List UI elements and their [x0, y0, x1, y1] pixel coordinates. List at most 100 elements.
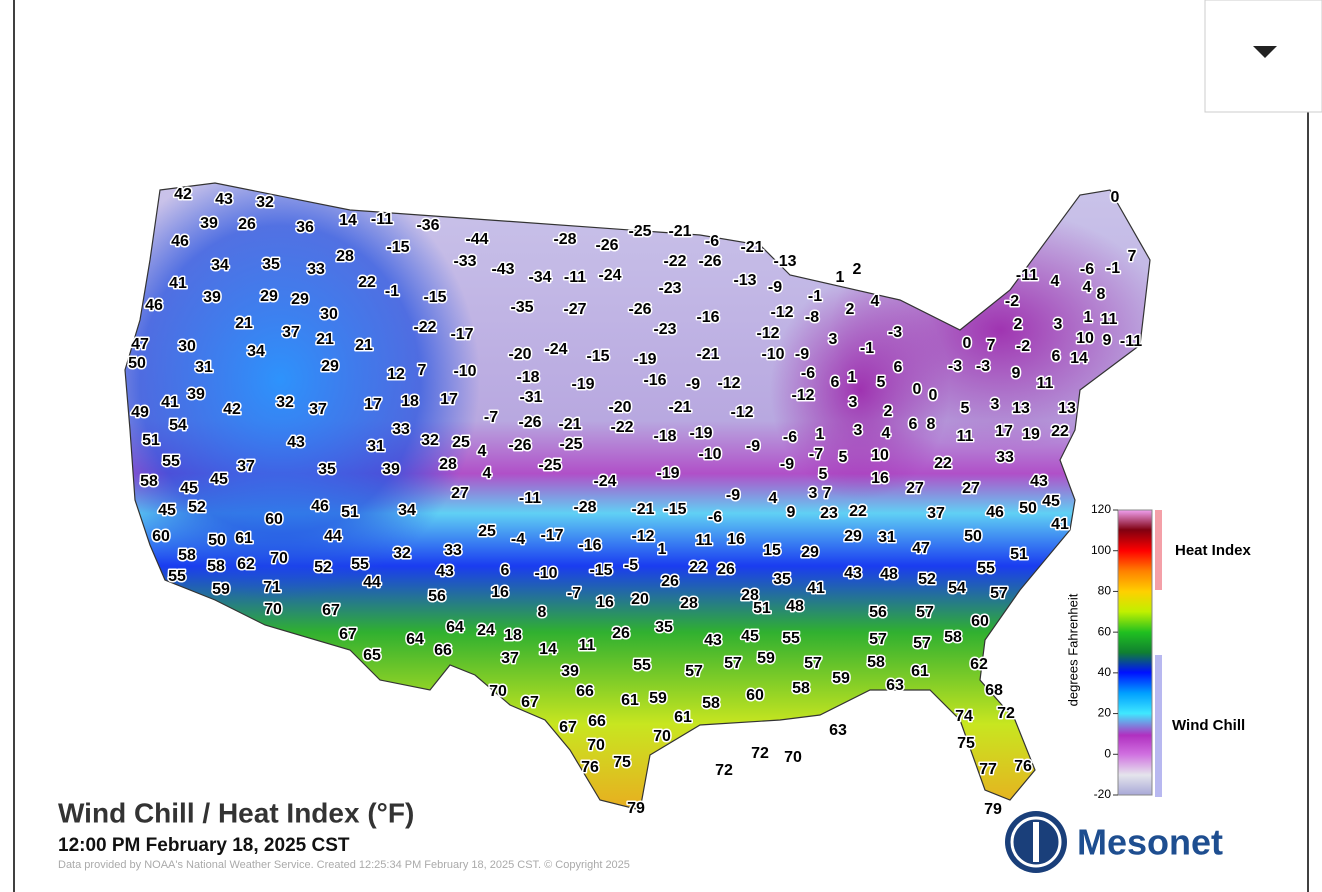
station-value: -13: [773, 253, 796, 270]
station-value: 31: [367, 438, 385, 455]
station-value: 11: [696, 532, 713, 549]
station-value: 14: [1070, 350, 1088, 367]
station-value: -3: [948, 358, 962, 375]
station-value: 0: [1111, 189, 1120, 206]
station-value: 1: [1084, 309, 1093, 326]
station-value: 56: [428, 588, 446, 605]
station-value: 41: [169, 275, 187, 292]
station-value: 34: [247, 343, 265, 360]
station-value: -10: [453, 363, 476, 380]
station-value: 52: [918, 571, 936, 588]
station-value: 44: [324, 528, 342, 545]
station-value: -21: [696, 346, 719, 363]
station-value: -15: [586, 348, 609, 365]
station-value: 6: [831, 374, 840, 391]
station-value: 29: [260, 288, 278, 305]
station-value: 8: [927, 416, 936, 433]
station-value: 4: [1051, 273, 1060, 290]
station-value: 22: [849, 503, 867, 520]
station-value: 68: [985, 682, 1003, 699]
station-value: 70: [784, 749, 802, 766]
station-value: 10: [1076, 330, 1094, 347]
station-value: 5: [819, 466, 828, 483]
station-value: 35: [773, 571, 791, 588]
station-value: -12: [791, 387, 814, 404]
station-value: 27: [451, 485, 469, 502]
station-value: -5: [624, 557, 638, 574]
station-value: 59: [832, 670, 850, 687]
station-value: -6: [801, 365, 815, 382]
station-value: 30: [178, 338, 196, 355]
station-value: 43: [1030, 473, 1048, 490]
station-value: 18: [504, 627, 522, 644]
station-value: -10: [698, 446, 721, 463]
station-value: 0: [929, 387, 938, 404]
dropdown-arrow[interactable]: [1253, 46, 1277, 58]
station-value: 60: [152, 528, 170, 545]
station-value: 54: [948, 580, 966, 597]
station-value: -17: [450, 326, 473, 343]
station-value: -7: [809, 446, 823, 463]
station-value: 28: [680, 595, 698, 612]
station-value: 45: [741, 628, 759, 645]
station-value: -21: [668, 223, 691, 240]
station-value: 3: [1054, 316, 1063, 333]
station-value: -21: [668, 399, 691, 416]
station-value: 3: [854, 422, 863, 439]
station-value: 72: [715, 762, 733, 779]
station-value: 4: [769, 490, 778, 507]
station-value: -9: [746, 438, 760, 455]
station-value: -34: [528, 269, 551, 286]
station-value: -6: [783, 429, 797, 446]
station-value: 8: [538, 604, 547, 621]
station-value: 29: [291, 291, 309, 308]
station-value: 4: [871, 293, 880, 310]
station-value: 41: [807, 580, 825, 597]
station-value: -44: [465, 231, 488, 248]
dropdown[interactable]: [1204, 0, 1322, 113]
station-value: 2: [1014, 316, 1023, 333]
station-value: 50: [1019, 500, 1037, 517]
station-value: 70: [264, 601, 282, 618]
station-value: 3: [849, 394, 858, 411]
station-value: 51: [1010, 546, 1028, 563]
station-value: -25: [538, 457, 561, 474]
station-value: 26: [661, 573, 679, 590]
station-value: -3: [976, 358, 990, 375]
station-value: -31: [519, 389, 542, 406]
station-value: 58: [140, 473, 158, 490]
station-value: 42: [174, 186, 192, 203]
station-value: 55: [782, 630, 800, 647]
station-value: -28: [573, 499, 596, 516]
station-value: 1: [816, 426, 825, 443]
station-value: 26: [717, 561, 735, 578]
station-value: -24: [598, 267, 621, 284]
station-value: 14: [539, 641, 557, 658]
station-value: 61: [674, 709, 692, 726]
station-value: 50: [964, 528, 982, 545]
station-value: -35: [510, 299, 533, 316]
station-value: 56: [869, 604, 887, 621]
station-value: 28: [741, 587, 759, 604]
wind-chill-range: [1155, 655, 1162, 797]
station-value: 2: [853, 261, 862, 278]
station-value: 58: [867, 654, 885, 671]
station-value: 50: [208, 532, 226, 549]
station-value: 18: [401, 393, 419, 410]
station-value: 16: [871, 470, 889, 487]
range-label: Heat Index: [1175, 542, 1252, 559]
station-value: 6: [909, 416, 918, 433]
station-value: 30: [320, 306, 338, 323]
station-value: 67: [521, 694, 539, 711]
station-value: -11: [1120, 333, 1142, 350]
temperature-field: [125, 183, 480, 600]
logo-mark: [1010, 816, 1062, 868]
colorbar-tick-label: -20: [1094, 787, 1112, 801]
station-value: -15: [386, 239, 409, 256]
colorbar-label: degrees Fahrenheit: [1065, 593, 1080, 706]
station-value: -9: [726, 487, 740, 504]
station-value: -6: [1080, 261, 1094, 278]
station-value: 55: [633, 657, 651, 674]
